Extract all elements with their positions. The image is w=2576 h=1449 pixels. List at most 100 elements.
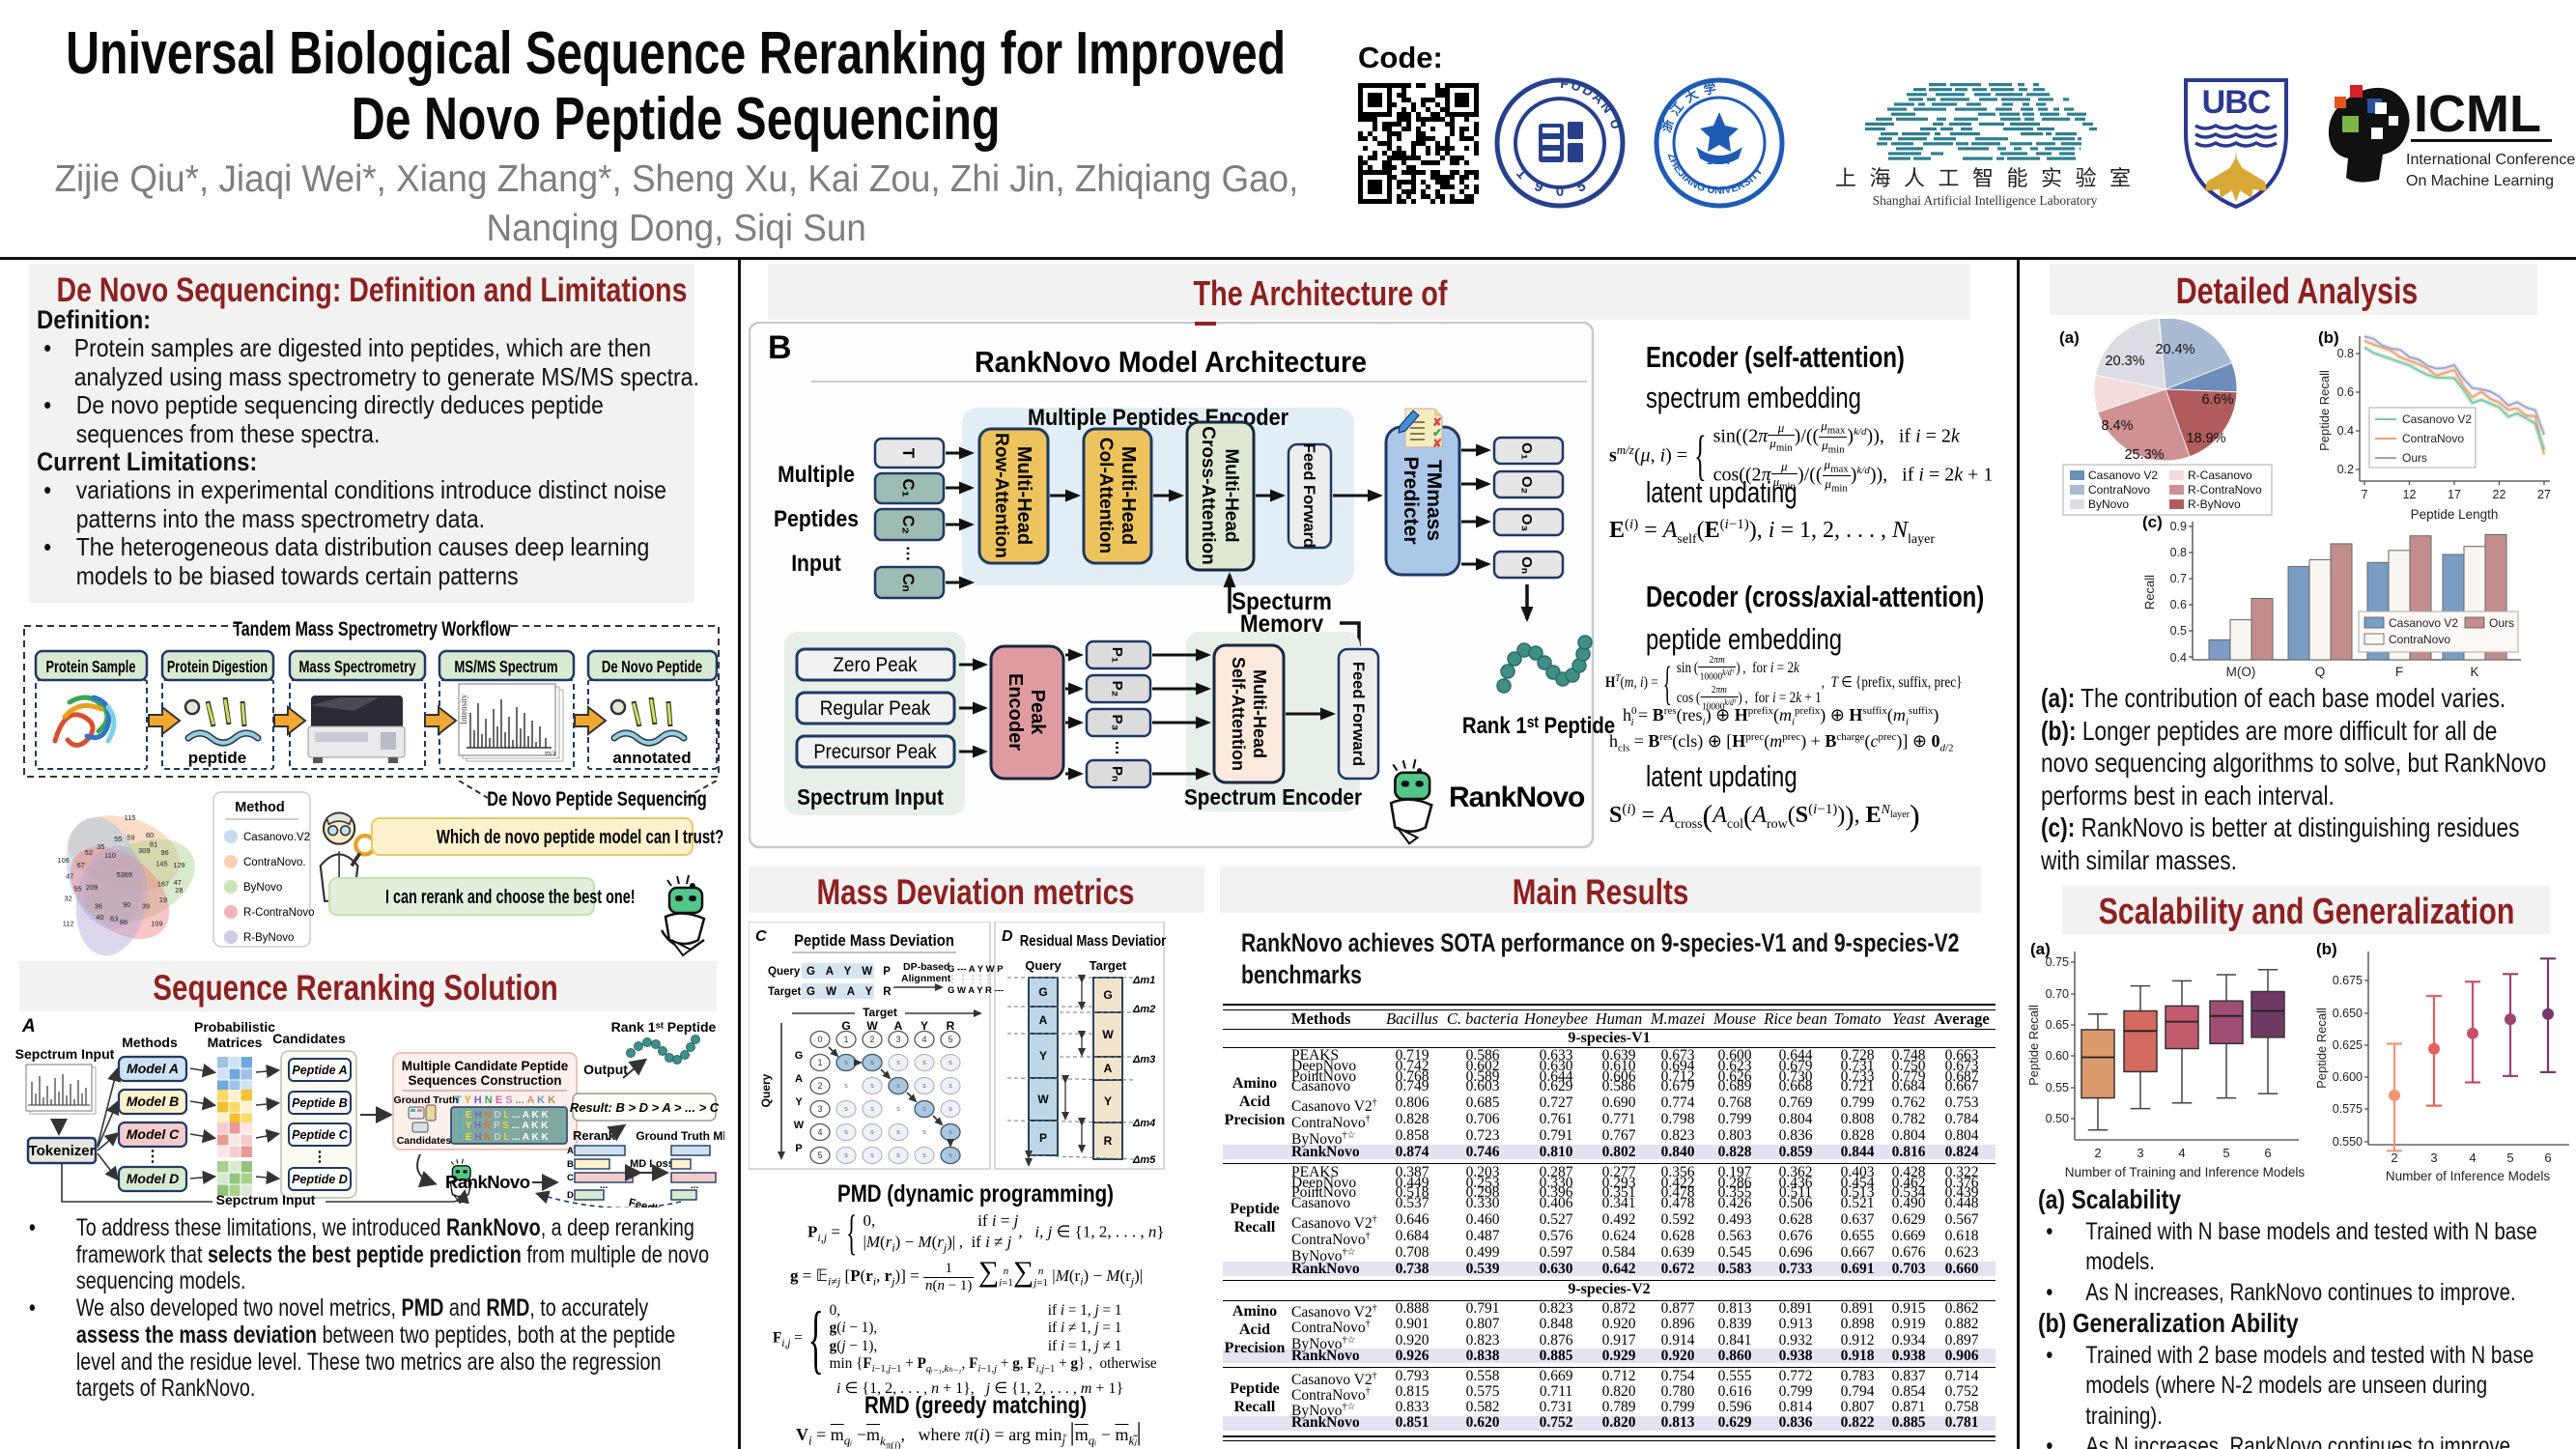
- svg-text:Multi-Head: Multi-Head: [1118, 446, 1139, 545]
- svg-text:On Machine Learning: On Machine Learning: [2406, 173, 2554, 189]
- svg-text:annotated: annotated: [612, 749, 691, 767]
- svg-text:4: 4: [2178, 1146, 2185, 1160]
- svg-text:Peak: Peak: [1027, 690, 1048, 736]
- svg-text:67: 67: [77, 861, 85, 869]
- svg-text:0.550: 0.550: [2333, 1135, 2363, 1149]
- svg-text:8.4%: 8.4%: [2101, 418, 2133, 434]
- svg-text:6: 6: [2264, 1146, 2271, 1160]
- svg-text:s: s: [948, 1106, 952, 1113]
- svg-text:R-ByNovo: R-ByNovo: [2188, 497, 2241, 511]
- svg-text:Method: Method: [235, 800, 285, 815]
- svg-text:W: W: [1037, 1093, 1049, 1106]
- svg-text:309: 309: [138, 846, 150, 855]
- svg-text:Precursor Peak: Precursor Peak: [813, 741, 936, 763]
- svg-text:3: 3: [2137, 1146, 2143, 1160]
- svg-text:Casanovo.V2: Casanovo.V2: [243, 832, 310, 843]
- svg-text:2: 2: [869, 1035, 874, 1044]
- svg-text:s: s: [844, 1152, 848, 1159]
- svg-text:Multi-Head: Multi-Head: [1221, 448, 1241, 542]
- svg-text:18.9%: 18.9%: [2186, 431, 2225, 446]
- svg-text:32: 32: [64, 894, 71, 902]
- svg-text:Result: B > D > A > ... > C: Result: B > D > A > ... > C: [570, 1100, 720, 1115]
- svg-text:Pₙ: Pₙ: [1109, 766, 1125, 781]
- svg-text:ByNovo: ByNovo: [243, 882, 282, 894]
- svg-text:81: 81: [150, 840, 157, 849]
- svg-text:Cₙ: Cₙ: [899, 573, 918, 591]
- svg-text:35: 35: [97, 842, 104, 851]
- svg-text:5369: 5369: [117, 870, 132, 879]
- svg-text:115: 115: [125, 813, 136, 822]
- svg-text:(b): (b): [2316, 940, 2337, 958]
- svg-text:1: 1: [817, 1058, 822, 1067]
- svg-text:(a): (a): [2030, 940, 2051, 958]
- svg-text:Δm5: Δm5: [1132, 1154, 1156, 1166]
- svg-text:3: 3: [817, 1104, 822, 1114]
- svg-text:MS/MS Spectrum: MS/MS Spectrum: [454, 658, 557, 676]
- svg-text:s: s: [948, 1083, 952, 1090]
- svg-text:De Novo Peptide Sequencing: De Novo Peptide Sequencing: [487, 787, 706, 810]
- svg-text:0.55: 0.55: [2046, 1081, 2069, 1094]
- svg-text:40: 40: [96, 913, 103, 922]
- svg-text:0.9: 0.9: [2170, 520, 2187, 533]
- svg-text:Spectrum Encoder: Spectrum Encoder: [1184, 784, 1362, 810]
- svg-text:P₂: P₂: [1109, 681, 1125, 697]
- svg-text:22: 22: [2493, 488, 2506, 501]
- svg-text:112: 112: [63, 920, 74, 928]
- svg-text:Input: Input: [791, 551, 841, 577]
- svg-text:59: 59: [127, 833, 134, 841]
- svg-text:s: s: [948, 1152, 952, 1159]
- svg-text:RankNovo: RankNovo: [1449, 781, 1585, 813]
- svg-text:0.7: 0.7: [2170, 572, 2187, 585]
- svg-text:Candidates: Candidates: [272, 1031, 346, 1046]
- svg-text:Model A: Model A: [127, 1061, 179, 1076]
- svg-text:12: 12: [2403, 488, 2417, 501]
- svg-text:19: 19: [159, 895, 167, 904]
- svg-text:Protein Sample: Protein Sample: [46, 658, 136, 676]
- svg-text:Output: Output: [583, 1062, 628, 1077]
- svg-text:A: A: [894, 1019, 903, 1033]
- svg-text:27: 27: [2537, 488, 2551, 501]
- svg-text:Feed Forward: Feed Forward: [1349, 662, 1367, 766]
- svg-text:Y: Y: [1039, 1049, 1047, 1063]
- svg-text:International Conference: International Conference: [2406, 152, 2575, 168]
- svg-text:Probabilistic: Probabilistic: [194, 1019, 275, 1035]
- svg-text:C₂: C₂: [899, 515, 918, 534]
- svg-text:25.3%: 25.3%: [2124, 447, 2164, 463]
- svg-text:0.575: 0.575: [2333, 1102, 2363, 1116]
- svg-text:Specturm: Specturm: [1231, 588, 1332, 615]
- svg-text:T: T: [899, 448, 918, 459]
- svg-text:P: P: [1039, 1131, 1047, 1145]
- svg-text:0.2: 0.2: [2337, 463, 2354, 476]
- svg-text:2: 2: [2391, 1151, 2397, 1165]
- svg-text:6: 6: [2544, 1151, 2551, 1165]
- svg-text:DP-based: DP-based: [903, 961, 949, 973]
- svg-text:Protein Digestion: Protein Digestion: [167, 658, 268, 677]
- svg-text:RankNovo: RankNovo: [445, 1172, 530, 1192]
- svg-text:0.5: 0.5: [2170, 624, 2187, 638]
- svg-text:s: s: [896, 1060, 900, 1066]
- svg-text:s: s: [922, 1152, 926, 1159]
- svg-text:Multiple Candidate Peptide: Multiple Candidate Peptide: [402, 1059, 569, 1073]
- svg-text:0.6: 0.6: [2337, 385, 2354, 399]
- svg-text:3: 3: [2430, 1151, 2437, 1165]
- svg-text:0.70: 0.70: [2046, 987, 2069, 1001]
- svg-text:s: s: [870, 1060, 874, 1066]
- svg-text:Peptide Length: Peptide Length: [2411, 507, 2499, 522]
- svg-text:B: B: [567, 1159, 574, 1170]
- svg-text:Sepctrum Input: Sepctrum Input: [15, 1046, 115, 1062]
- svg-text:RankNovo Model Architecture: RankNovo Model Architecture: [975, 346, 1367, 379]
- svg-text:s: s: [896, 1083, 900, 1090]
- svg-text:Rank 1ˢᵗ Peptide: Rank 1ˢᵗ Peptide: [1462, 712, 1615, 738]
- svg-text:Feedback: Feedback: [628, 1197, 681, 1208]
- svg-text:1: 1: [843, 1035, 848, 1044]
- svg-text:T Y H R P S ... A K K: T Y H R P S ... A K K: [457, 1121, 549, 1131]
- svg-text:Oₙ: Oₙ: [1518, 556, 1535, 574]
- svg-text:peptide: peptide: [188, 749, 246, 767]
- svg-text:Sepctrum Input: Sepctrum Input: [216, 1192, 316, 1208]
- svg-text:B: B: [768, 329, 792, 366]
- svg-text:R-ByNovo: R-ByNovo: [243, 932, 294, 944]
- svg-text:T E H N D L ... A K K: T E H N D L ... A K K: [457, 1110, 549, 1121]
- svg-text:Rerank: Rerank: [573, 1128, 616, 1143]
- svg-text:Peptide Mass Deviation: Peptide Mass Deviation: [794, 932, 954, 950]
- svg-text:s: s: [844, 1106, 848, 1113]
